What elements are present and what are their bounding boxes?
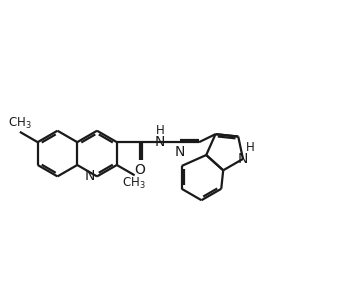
- Text: N: N: [155, 135, 165, 149]
- Text: H: H: [246, 141, 255, 154]
- Text: N: N: [238, 152, 248, 166]
- Text: H: H: [156, 124, 165, 137]
- Text: O: O: [134, 163, 145, 177]
- Text: N: N: [175, 145, 185, 159]
- Text: CH$_3$: CH$_3$: [122, 176, 146, 191]
- Text: CH$_3$: CH$_3$: [8, 116, 32, 131]
- Text: N: N: [84, 169, 95, 183]
